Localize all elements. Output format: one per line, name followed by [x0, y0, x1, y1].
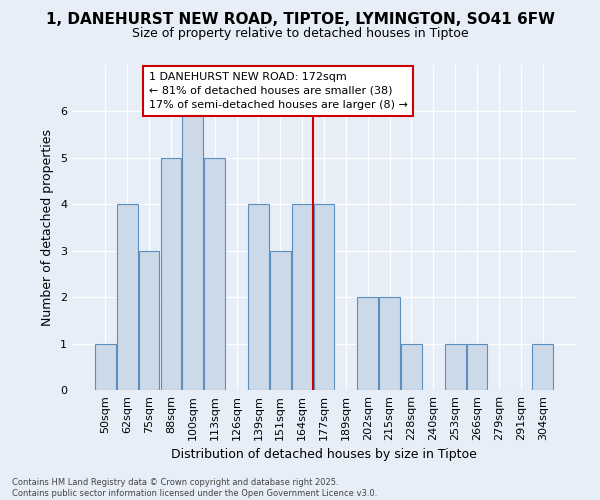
Bar	[204, 158, 225, 390]
Bar	[248, 204, 269, 390]
Bar	[445, 344, 466, 390]
Bar	[401, 344, 422, 390]
Bar	[358, 297, 378, 390]
Text: Size of property relative to detached houses in Tiptoe: Size of property relative to detached ho…	[131, 28, 469, 40]
Text: 1 DANEHURST NEW ROAD: 172sqm
← 81% of detached houses are smaller (38)
17% of se: 1 DANEHURST NEW ROAD: 172sqm ← 81% of de…	[149, 72, 408, 110]
Bar	[532, 344, 553, 390]
Bar	[95, 344, 116, 390]
Bar	[161, 158, 181, 390]
Bar	[292, 204, 313, 390]
Bar	[182, 112, 203, 390]
Bar	[139, 250, 160, 390]
Bar	[467, 344, 487, 390]
Bar	[379, 297, 400, 390]
Bar	[270, 250, 290, 390]
Y-axis label: Number of detached properties: Number of detached properties	[41, 129, 55, 326]
X-axis label: Distribution of detached houses by size in Tiptoe: Distribution of detached houses by size …	[171, 448, 477, 462]
Bar	[117, 204, 137, 390]
Text: 1, DANEHURST NEW ROAD, TIPTOE, LYMINGTON, SO41 6FW: 1, DANEHURST NEW ROAD, TIPTOE, LYMINGTON…	[46, 12, 554, 28]
Bar	[314, 204, 334, 390]
Text: Contains HM Land Registry data © Crown copyright and database right 2025.
Contai: Contains HM Land Registry data © Crown c…	[12, 478, 377, 498]
